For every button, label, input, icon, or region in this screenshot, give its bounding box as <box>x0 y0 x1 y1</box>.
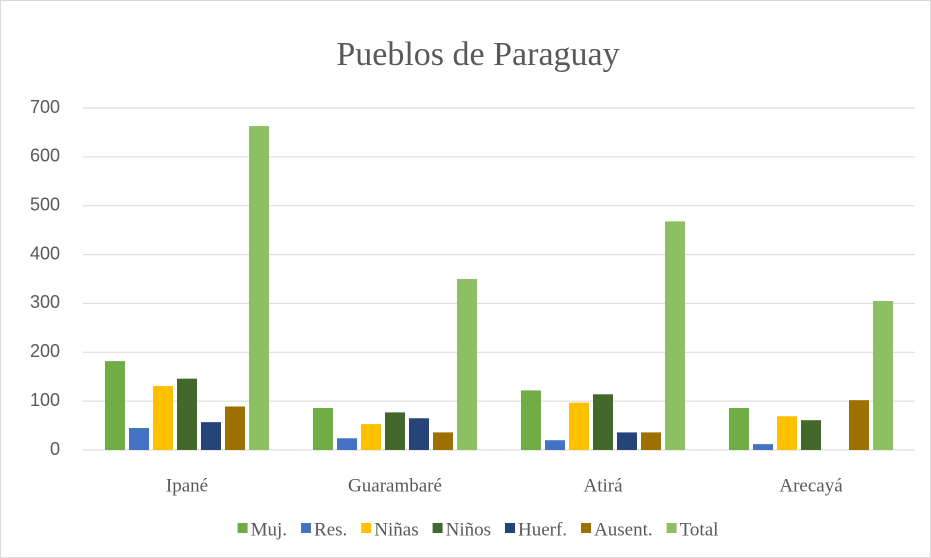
y-tick-label: 200 <box>30 341 60 361</box>
bar <box>873 300 893 450</box>
bar <box>249 126 269 450</box>
legend-swatch <box>581 523 592 533</box>
bar <box>569 402 589 450</box>
bar <box>849 400 869 450</box>
bar <box>593 394 613 450</box>
bar <box>641 432 661 450</box>
bar <box>545 440 565 450</box>
bar <box>433 432 453 450</box>
legend-swatch <box>505 523 515 533</box>
legend-swatch <box>432 523 443 533</box>
legend-swatch <box>237 523 248 533</box>
bar <box>225 406 245 450</box>
bar <box>665 221 685 450</box>
chart-title: Pueblos de Paraguay <box>336 36 619 73</box>
bar <box>385 412 405 450</box>
bar <box>201 422 221 450</box>
legend-label: Niños <box>446 519 491 540</box>
bar <box>177 378 197 450</box>
legend-label: Muj. <box>251 519 287 540</box>
x-tick-label: Guarambaré <box>348 475 442 496</box>
legend-label: Huerf. <box>518 519 567 540</box>
bar <box>753 444 773 450</box>
legend-swatch <box>361 523 372 533</box>
legend-label: Niñas <box>374 519 418 540</box>
bar <box>409 418 429 450</box>
bar <box>153 385 173 450</box>
y-tick-label: 400 <box>30 243 60 263</box>
bar <box>337 438 357 450</box>
bar <box>617 432 637 450</box>
bar <box>729 407 749 450</box>
y-tick-label: 600 <box>30 146 60 166</box>
legend-label: Total <box>680 519 719 540</box>
bar <box>105 361 125 450</box>
x-tick-label: Arecayá <box>779 475 843 496</box>
legend-swatch <box>301 523 312 533</box>
bar <box>777 416 797 450</box>
y-tick-label: 700 <box>30 97 60 117</box>
bar <box>521 390 541 450</box>
y-tick-label: 300 <box>30 292 60 312</box>
bar <box>457 279 477 450</box>
bar <box>801 420 821 450</box>
legend-swatch <box>666 523 677 533</box>
legend-label: Ausent. <box>594 519 653 540</box>
bar <box>129 428 149 450</box>
bar <box>361 424 381 450</box>
x-tick-label: Ipané <box>166 475 208 496</box>
y-tick-label: 0 <box>50 439 60 459</box>
y-tick-label: 500 <box>30 194 60 214</box>
y-tick-label: 100 <box>30 390 60 410</box>
x-tick-label: Atirá <box>583 475 623 496</box>
legend-label: Res. <box>314 519 347 540</box>
bar <box>313 407 333 450</box>
